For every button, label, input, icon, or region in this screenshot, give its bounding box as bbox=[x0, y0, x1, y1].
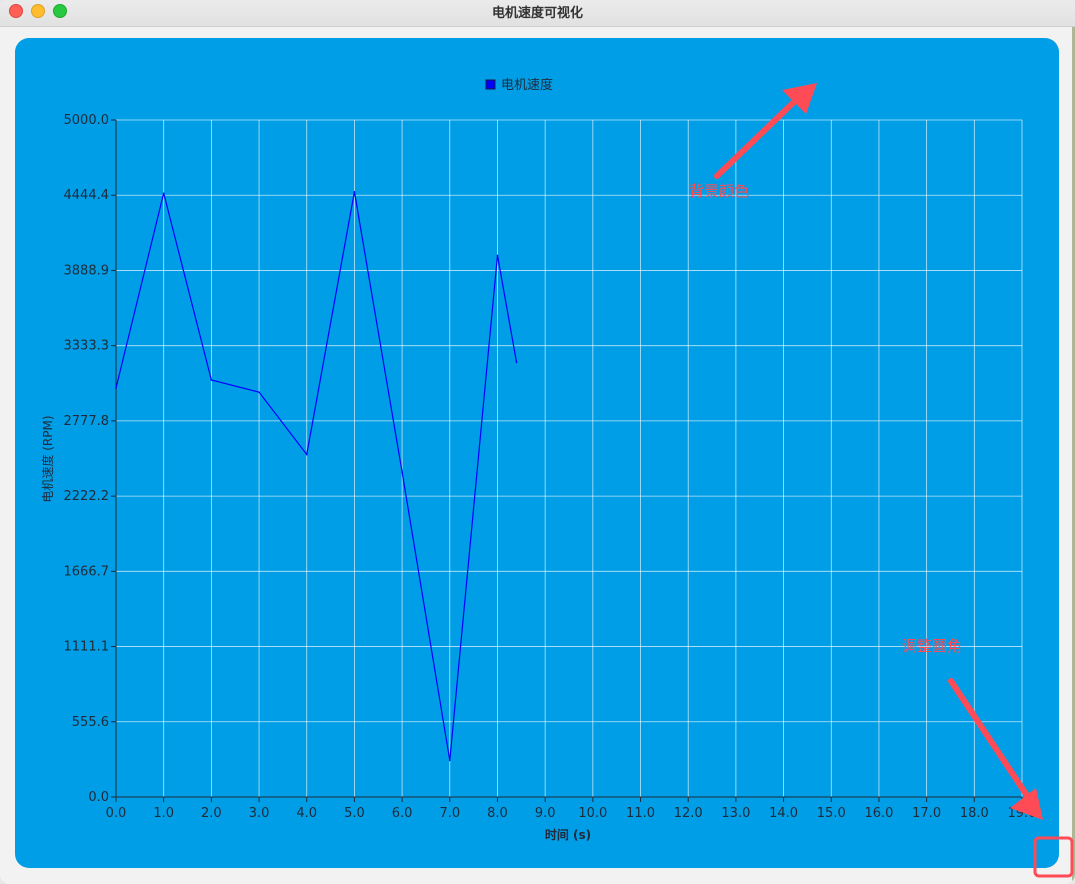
data-point bbox=[258, 391, 260, 393]
y-tick-label: 4444.4 bbox=[64, 188, 110, 203]
maximize-window-button[interactable] bbox=[53, 4, 67, 18]
annotation-bg-color-label: 背景颜色 bbox=[689, 182, 749, 200]
x-tick-label: 8.0 bbox=[487, 806, 508, 821]
y-tick-label: 3888.9 bbox=[64, 263, 110, 278]
annotation-arrow-shaft bbox=[714, 97, 799, 179]
x-tick-label: 2.0 bbox=[201, 806, 222, 821]
x-tick-label: 13.0 bbox=[721, 806, 750, 821]
x-tick-label: 11.0 bbox=[626, 806, 655, 821]
x-tick-label: 18.0 bbox=[960, 806, 989, 821]
x-tick-label: 17.0 bbox=[912, 806, 941, 821]
axes bbox=[111, 119, 1023, 802]
x-tick-label: 10.0 bbox=[578, 806, 607, 821]
data-point bbox=[353, 190, 356, 193]
x-tick-label: 12.0 bbox=[674, 806, 703, 821]
data-point bbox=[305, 453, 308, 456]
data-point bbox=[162, 192, 165, 194]
x-tick-label: 5.0 bbox=[344, 806, 365, 821]
y-tick-label: 5000.0 bbox=[64, 113, 110, 128]
series-layer bbox=[115, 190, 518, 762]
y-tick-label: 555.6 bbox=[72, 715, 109, 730]
annotation-arrow-head bbox=[782, 83, 817, 114]
x-axis-label: 时间 (s) bbox=[545, 827, 591, 842]
close-window-button[interactable] bbox=[9, 4, 23, 18]
data-point bbox=[496, 254, 499, 257]
series-line bbox=[115, 191, 518, 761]
legend: 电机速度 bbox=[485, 77, 553, 93]
x-tick-label: 0.0 bbox=[106, 806, 127, 821]
x-tick-label: 7.0 bbox=[439, 806, 460, 821]
y-tick-label: 3333.3 bbox=[64, 339, 110, 354]
desktop-edge bbox=[1072, 27, 1075, 884]
data-point bbox=[515, 361, 518, 364]
x-tick-label: 6.0 bbox=[392, 806, 413, 821]
annotation-corner-highlight bbox=[1033, 836, 1074, 878]
minimize-window-button[interactable] bbox=[31, 4, 45, 18]
y-tick-label: 1666.7 bbox=[64, 564, 110, 579]
chart-background bbox=[15, 38, 1059, 868]
x-tick-label: 1.0 bbox=[153, 806, 174, 821]
y-tick-label: 2222.2 bbox=[64, 489, 110, 504]
y-tick-labels: 0.0 555.6 1111.1 1666.7 2222.2 2777.8 3333.3 38… bbox=[64, 113, 110, 805]
y-tick-label: 1111.1 bbox=[64, 640, 110, 655]
y-axis-label: 电机速度 (RPM) bbox=[40, 415, 55, 502]
y-tick-label: 0.0 bbox=[88, 790, 109, 805]
legend-label: 电机速度 bbox=[501, 77, 553, 93]
x-tick-label: 4.0 bbox=[296, 806, 317, 821]
data-point bbox=[210, 379, 213, 381]
y-tick-label: 2777.8 bbox=[64, 414, 110, 429]
x-tick-label: 9.0 bbox=[535, 806, 556, 821]
data-point bbox=[115, 387, 117, 389]
window-title: 电机速度可视化 bbox=[491, 6, 583, 21]
x-tick-label: 15.0 bbox=[817, 806, 846, 821]
legend-swatch bbox=[485, 79, 496, 90]
annotation-corner: 调整圆角 bbox=[902, 637, 1074, 878]
data-point bbox=[401, 471, 403, 473]
data-point bbox=[448, 759, 451, 762]
annotation-corner-arrow-shaft bbox=[948, 678, 1033, 803]
title-bar: 电机速度可视化 bbox=[0, 0, 1075, 27]
annotation-bg-color: 背景颜色 bbox=[689, 83, 817, 200]
annotation-corner-label: 调整圆角 bbox=[902, 637, 962, 655]
annotation-corner-arrow-head bbox=[1010, 788, 1043, 820]
x-tick-label: 14.0 bbox=[769, 806, 798, 821]
x-tick-label: 16.0 bbox=[864, 806, 893, 821]
x-tick-label: 3.0 bbox=[249, 806, 270, 821]
